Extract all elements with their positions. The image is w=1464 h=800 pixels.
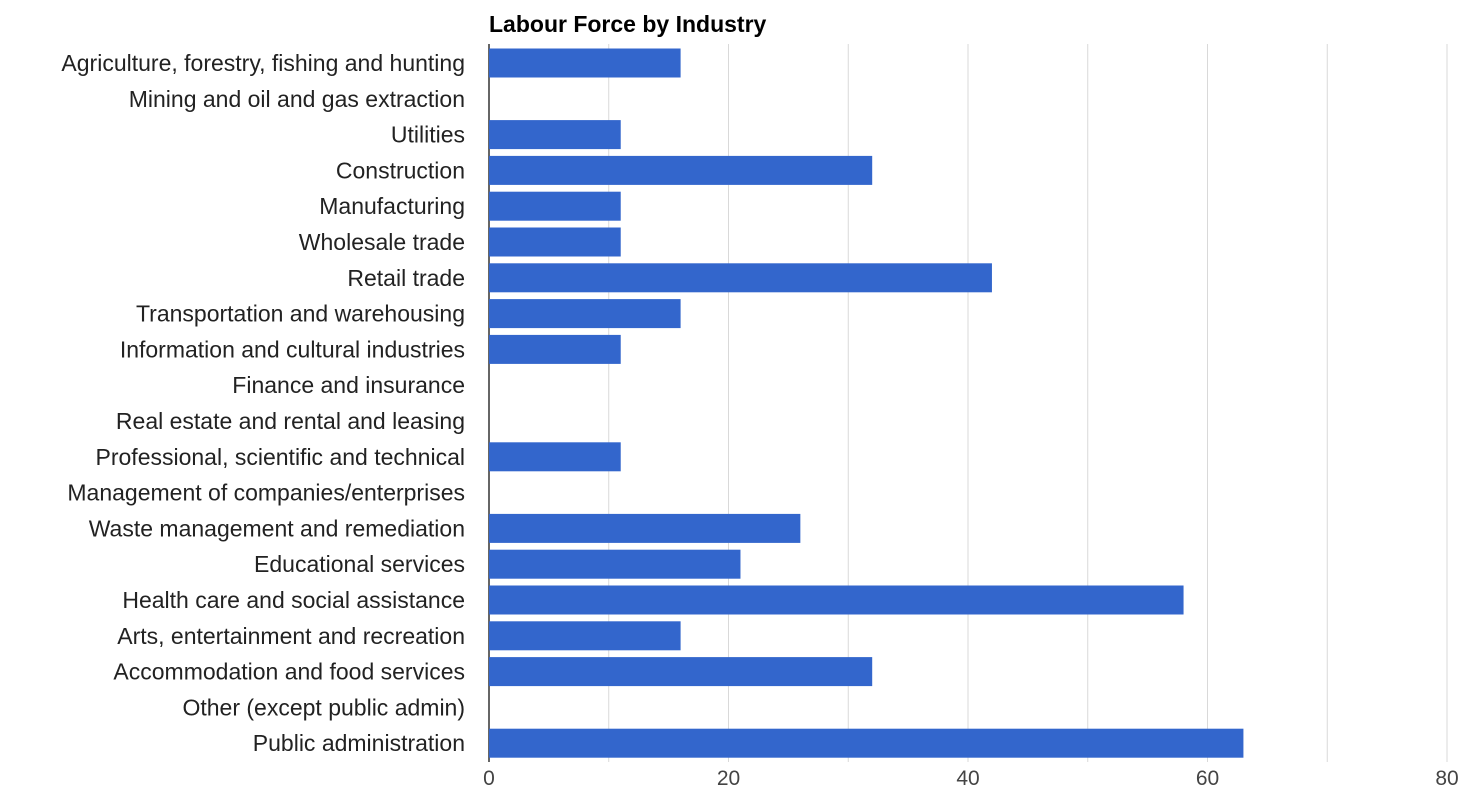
category-label: Transportation and warehousing: [136, 301, 465, 327]
x-tick-label: 0: [483, 767, 495, 790]
bar[interactable]: [489, 120, 621, 150]
bar[interactable]: [489, 48, 681, 78]
category-label: Health care and social assistance: [122, 587, 465, 613]
category-label: Waste management and remediation: [89, 515, 465, 541]
category-label: Construction: [336, 157, 465, 183]
x-tick-label: 60: [1196, 767, 1219, 790]
chart-title: Labour Force by Industry: [489, 11, 767, 37]
bar[interactable]: [489, 299, 681, 329]
category-label: Real estate and rental and leasing: [116, 408, 465, 434]
bar[interactable]: [489, 334, 621, 364]
x-axis-ticks: 0 20 40 60 80: [483, 767, 1459, 790]
category-label: Mining and oil and gas extraction: [129, 86, 465, 112]
bars: [489, 48, 1244, 758]
category-label: Retail trade: [347, 265, 465, 291]
bar[interactable]: [489, 621, 681, 651]
category-label: Professional, scientific and technical: [96, 444, 465, 470]
bar[interactable]: [489, 263, 992, 293]
x-tick-label: 40: [956, 767, 979, 790]
bar[interactable]: [489, 585, 1184, 615]
category-label: Information and cultural industries: [120, 336, 465, 362]
gridlines: [488, 44, 1448, 762]
bar[interactable]: [489, 549, 741, 579]
bar[interactable]: [489, 728, 1244, 758]
x-tick-label: 80: [1435, 767, 1458, 790]
category-label: Manufacturing: [319, 193, 465, 219]
category-label: Utilities: [391, 122, 465, 148]
category-labels: Agriculture, forestry, fishing and hunti…: [61, 50, 465, 756]
category-label: Educational services: [254, 551, 465, 577]
category-label: Other (except public admin): [182, 694, 465, 720]
category-label: Agriculture, forestry, fishing and hunti…: [61, 50, 465, 76]
category-label: Public administration: [253, 730, 465, 756]
category-label: Arts, entertainment and recreation: [117, 623, 465, 649]
category-label: Management of companies/enterprises: [67, 480, 465, 506]
bar[interactable]: [489, 513, 801, 543]
bar[interactable]: [489, 155, 873, 185]
category-label: Wholesale trade: [299, 229, 465, 255]
x-tick-label: 20: [717, 767, 740, 790]
bar[interactable]: [489, 657, 873, 687]
category-label: Finance and insurance: [232, 372, 465, 398]
bar[interactable]: [489, 227, 621, 257]
bar[interactable]: [489, 442, 621, 472]
category-label: Accommodation and food services: [113, 659, 465, 685]
bar[interactable]: [489, 191, 621, 221]
